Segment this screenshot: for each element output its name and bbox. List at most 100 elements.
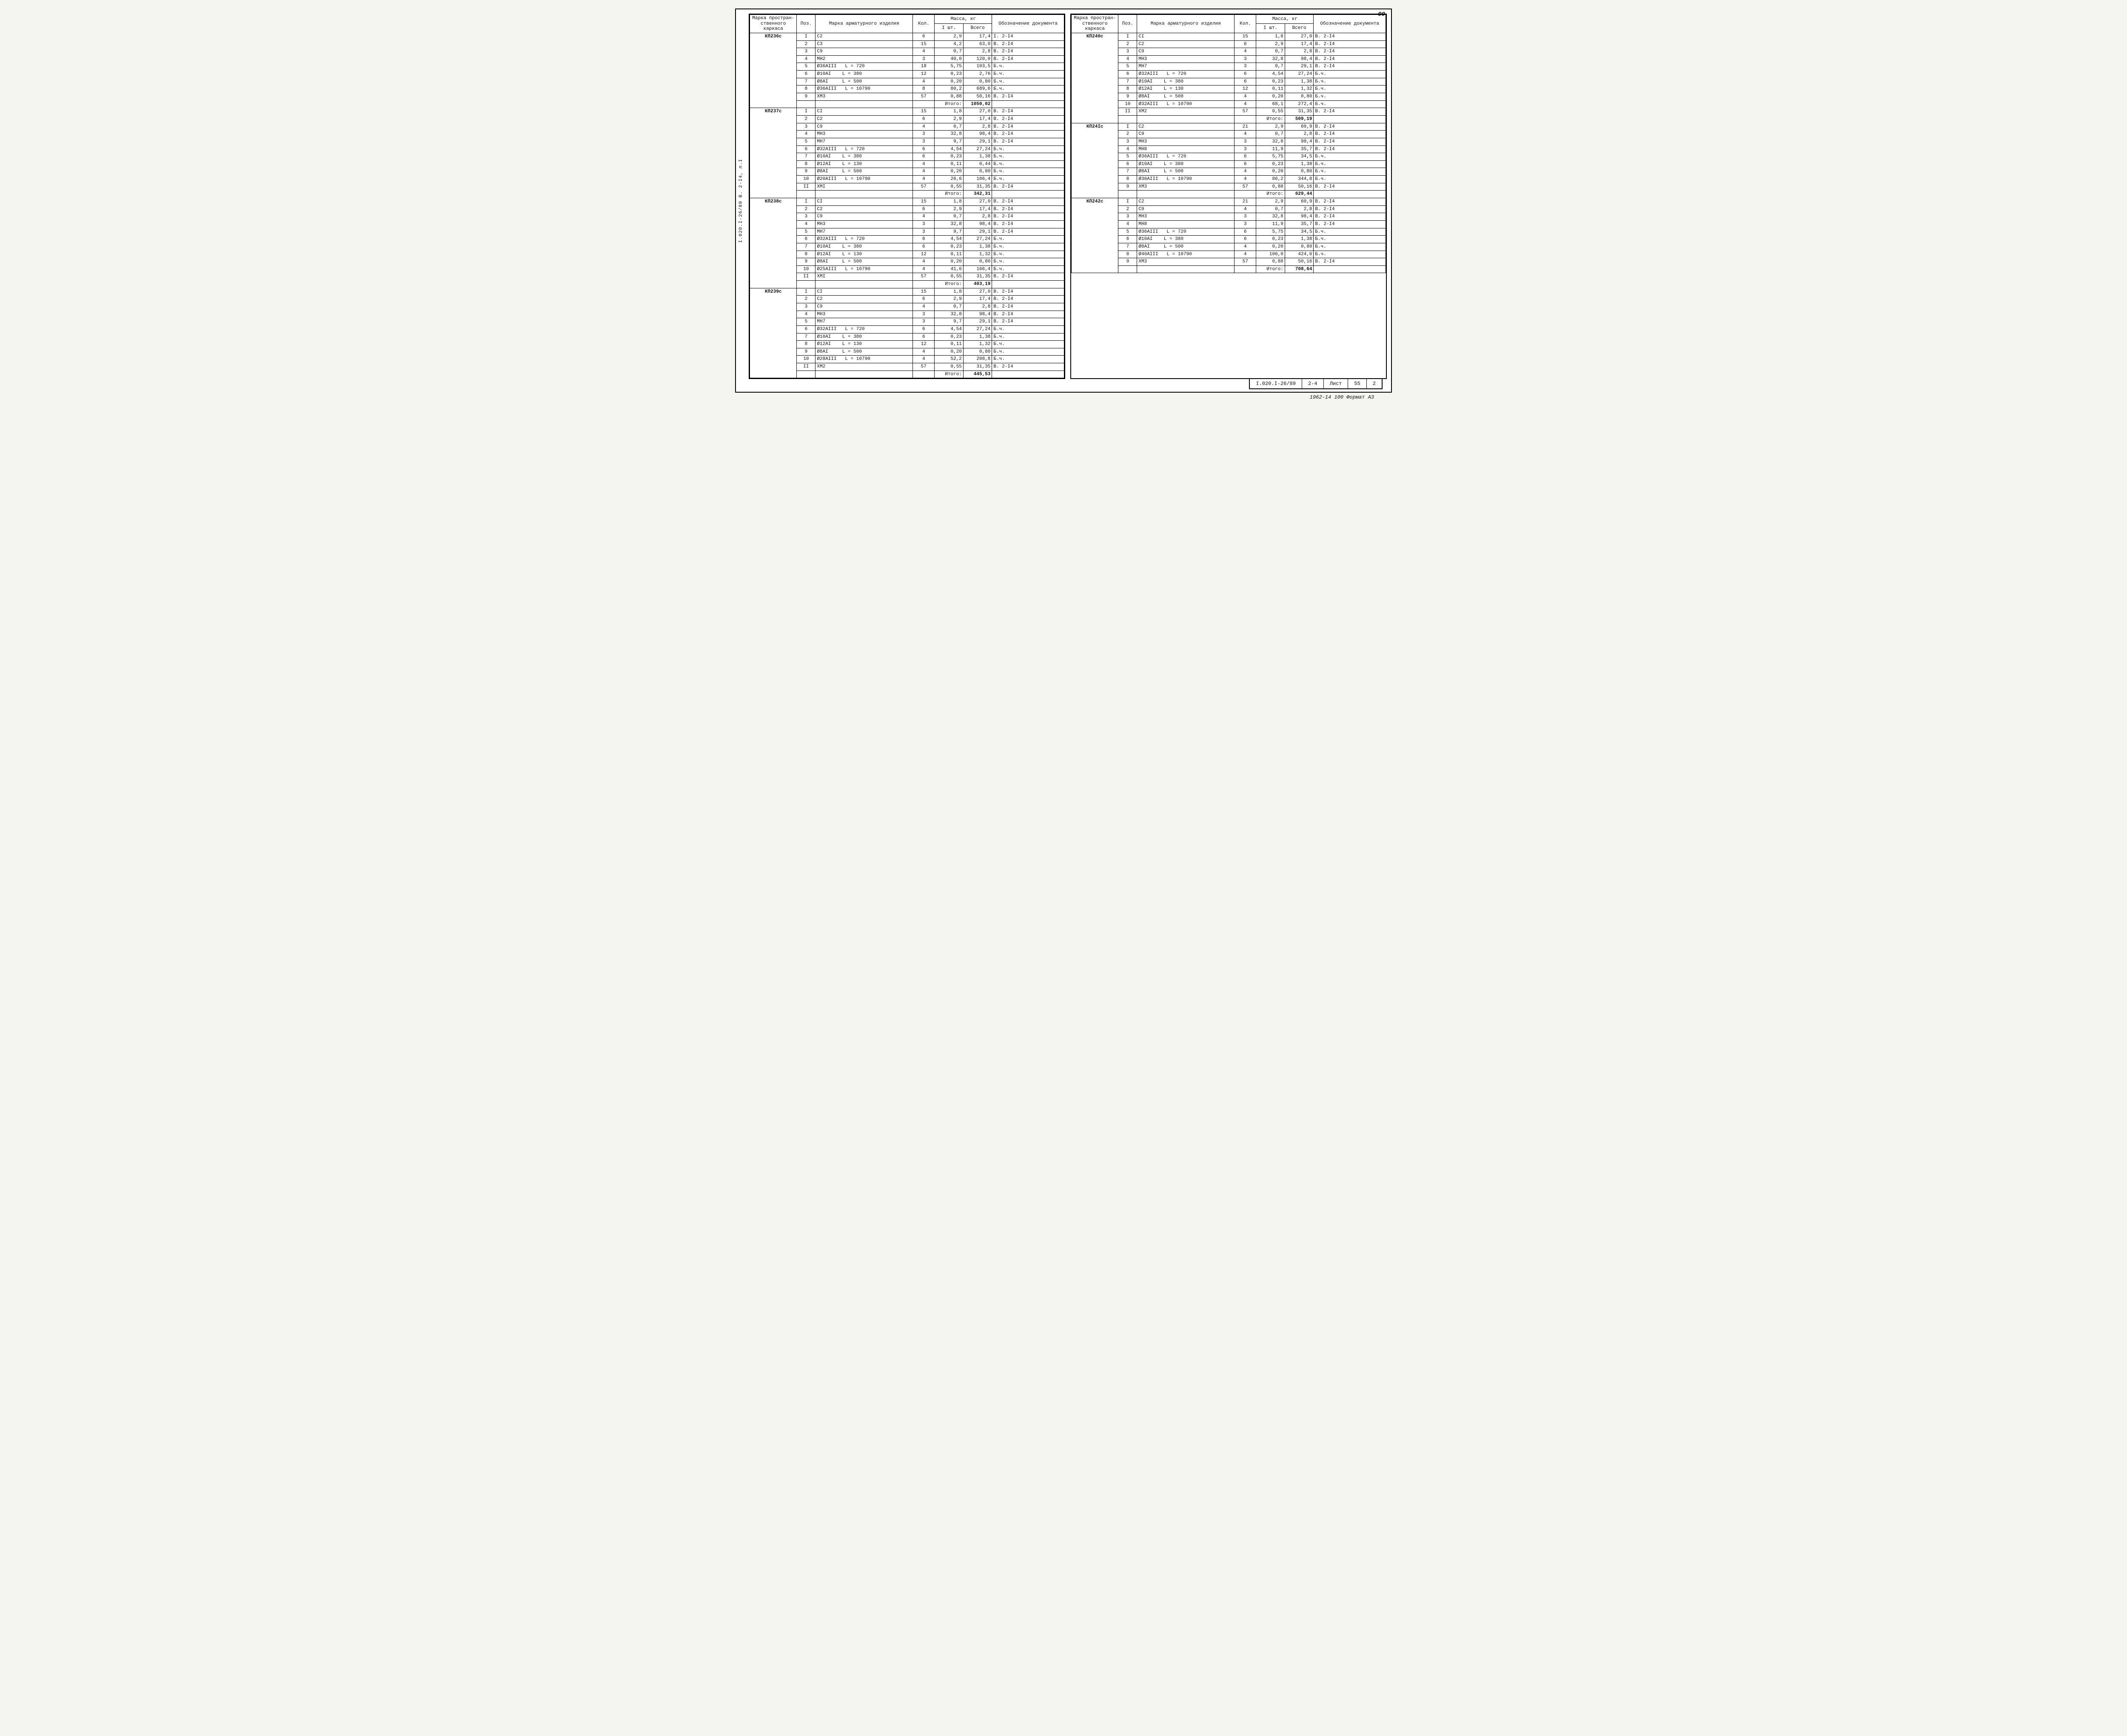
cell-prod: Ø12АI L = 130 [815,160,913,168]
cell-qty: 12 [1235,86,1256,93]
cell-prod: СI [815,198,913,206]
cell-mt: 106,4 [963,176,992,183]
cell-mt: 31,35 [963,273,992,281]
hdr-product: Марка арматурного изделия [815,15,913,33]
cell-prod: ХМI [815,183,913,191]
cell-m1: 0,20 [1256,243,1285,251]
cell-prod: Ø32АIII L = 10790 [1137,100,1235,108]
table-header: Марка простран- ственного каркаса Поз. М… [1072,15,1386,33]
cell-qty: 4 [1235,168,1256,176]
cell-m1: 0,23 [935,333,964,341]
cell-qty: 6 [913,296,935,303]
cell-mt: 166,4 [963,265,992,273]
cell-mt: 120,0 [963,55,992,63]
cell-doc: В. 2-I4 [1314,145,1386,153]
cell-mt: 2,8 [963,48,992,56]
cell-pos: I [797,288,815,296]
table-row: 2С940,72,8В. 2-I4 [1072,131,1386,138]
cell-pos: I [1118,123,1137,131]
cell-pos: I [1118,33,1137,40]
table-row: 4МН8311,935,7В. 2-I4 [1072,145,1386,153]
cell-doc: Б.ч. [992,333,1064,341]
hdr-mark: Марка простран- ственного каркаса [750,15,797,33]
cell-pos: 10 [797,356,815,363]
cell-prod: МН2 [815,55,913,63]
table-row: IIХМ2570,5531,35В. 2-I4 [1072,108,1386,116]
cell-m1: 0,23 [935,153,964,161]
cell-prod: Ø8АI L = 500 [815,258,913,266]
cell-doc: В. 2-I4 [1314,63,1386,71]
cell-mt: 1,38 [1285,78,1314,86]
cell-prod: МН3 [1137,55,1235,63]
table-row: 6Ø32АIII L = 72064,5427,24Б.ч. [750,325,1064,333]
cell-pos: 6 [1118,236,1137,243]
cell-m1: 32,8 [1256,138,1285,145]
cell-mt: 98,4 [1285,213,1314,221]
cell-m1: 0,55 [935,273,964,281]
cell-prod: Ø36АIII L = 720 [1137,228,1235,236]
cell-mt: 27,0 [1285,33,1314,40]
cell-m1: 9,7 [935,228,964,236]
table-row: 4МН3332,898,4В. 2-I4 [750,311,1064,318]
table-row: 7Ø8АI L = 50040,200,80Б.ч. [750,78,1064,86]
total-row: Итого:708,64 [1072,265,1386,273]
table-row: 10Ø28АIII L = 10790452,2208,8Б.ч. [750,356,1064,363]
cell-m1: 32,8 [935,311,964,318]
cell-m1: 2,9 [935,115,964,123]
cell-pos: 8 [797,251,815,258]
cell-m1: 32,8 [1256,55,1285,63]
cell-mt: 29,1 [1285,63,1314,71]
table-row: 4МН3332,898,4В. 2-I4 [750,220,1064,228]
cell-pos: 8 [797,341,815,348]
cell-mt: 60,9 [1285,198,1314,206]
cell-mt: 1,38 [963,243,992,251]
cell-mt: 98,4 [963,131,992,138]
cell-doc: В. 2-I4 [992,205,1064,213]
cell-mt: 1,38 [963,153,992,161]
title-block: I.020.I-26/89 2-4 Лист 55 2 [1249,378,1383,389]
table-row: КП239сIСI151,827,0В. 2-I4 [750,288,1064,296]
cell-prod: МН8 [1137,220,1235,228]
cell-doc: Б.ч. [992,243,1064,251]
hdr-mass-one: I шт. [1256,24,1285,33]
table-row: 9Ø8АI L = 50040,200,80Б.ч. [1072,93,1386,101]
hdr-pos: Поз. [797,15,815,33]
hdr-mark: Марка простран- ственного каркаса [1072,15,1118,33]
table-row: 3С940,72,8В. 2-I4 [750,213,1064,221]
table-row: 2С262,917,4В. 2-I4 [750,296,1064,303]
cell-m1: 5,75 [935,63,964,71]
cell-pos: 7 [797,243,815,251]
cell-pos: 8 [1118,251,1137,258]
cell-pos: 5 [797,318,815,326]
table-row: 9Ø8АI L = 50040,200,80Б.ч. [750,348,1064,356]
cell-prod: Ø25АIII L = 10790 [815,265,913,273]
cell-pos: 6 [797,325,815,333]
cell-qty: 57 [1235,108,1256,116]
cell-pos: 4 [797,131,815,138]
cell-doc: В. 2-I4 [992,40,1064,48]
cell-mt: 60,9 [1285,123,1314,131]
cell-mt: 272,4 [1285,100,1314,108]
cell-mt: 2,76 [963,71,992,78]
cell-prod: МН3 [1137,213,1235,221]
cell-prod: Ø10АI L = 380 [815,71,913,78]
page-number: 99 [1378,11,1385,18]
group-mark: КП240с [1072,33,1118,123]
table-row: 10Ø20АIII L = 10790426,6106,4Б.ч. [750,176,1064,183]
cell-m1: 0,20 [1256,93,1285,101]
table-row: 8Ø40АIII L = 107904106,0424,0Б.ч. [1072,251,1386,258]
cell-m1: 0,11 [1256,86,1285,93]
cell-qty: 6 [913,205,935,213]
cell-m1: 32,8 [1256,213,1285,221]
cell-m1: 80,2 [935,86,964,93]
cell-prod: МН7 [815,228,913,236]
cell-pos: 9 [1118,93,1137,101]
cell-pos: 9 [797,93,815,101]
cell-prod: Ø8АI L = 500 [1137,243,1235,251]
cell-m1: 0,7 [935,123,964,131]
cell-mt: 31,35 [1285,108,1314,116]
cell-qty: 6 [913,153,935,161]
cell-m1: 0,7 [935,213,964,221]
cell-qty: 12 [913,341,935,348]
table-row: IIХМ2570,5531,35В. 2-I4 [750,363,1064,371]
